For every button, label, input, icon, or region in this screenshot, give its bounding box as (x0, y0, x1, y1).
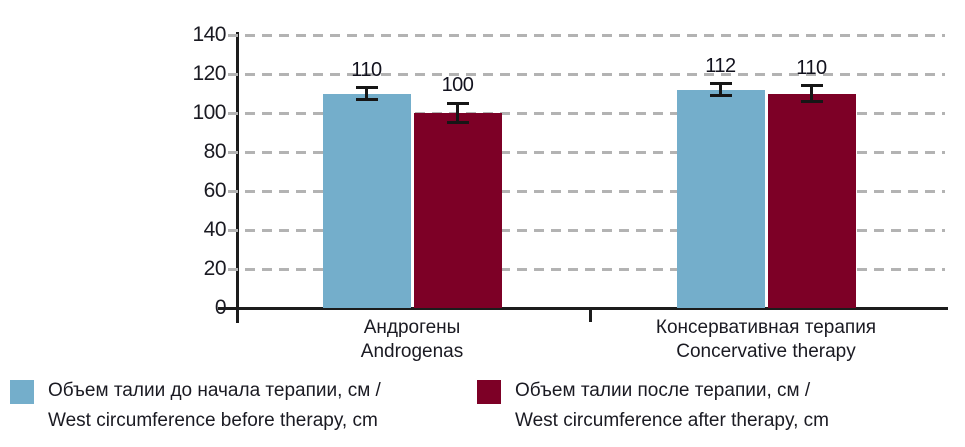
category-label: Андрогены Androgenas (252, 316, 572, 364)
category-label-line: Androgenas (360, 341, 464, 362)
legend-label-after-ru: Объем талии после терапии, см / (515, 380, 811, 401)
y-axis-tick-label: 20 (203, 257, 227, 280)
error-bar-cap-bottom (355, 97, 378, 101)
error-bar (365, 87, 368, 100)
bar (322, 93, 411, 308)
error-bar-cap-bottom (709, 93, 732, 97)
y-axis-tick-label: 100 (192, 101, 226, 124)
error-bar-cap-top (355, 86, 378, 90)
gridline (228, 189, 945, 193)
category-label: Консервативная терапия Concervative thera… (606, 316, 926, 364)
value-label: 112 (705, 54, 736, 77)
bar (413, 113, 502, 308)
value-label: 110 (351, 58, 382, 81)
legend-swatch-after (477, 380, 501, 404)
error-bar (810, 85, 813, 102)
y-axis-tick-label: 140 (192, 23, 226, 46)
gridline (228, 111, 945, 115)
gridline (228, 150, 945, 154)
error-bar-cap-top (709, 82, 732, 86)
value-label: 100 (441, 74, 474, 97)
legend-label-before-en: West circumference before therapy, cm (48, 410, 378, 431)
legend-label-before-ru: Объем талии до начала терапии, см / (48, 380, 381, 401)
error-bar-cap-bottom (800, 99, 823, 103)
y-axis-tick-label: 60 (203, 179, 227, 202)
category-divider-tick (588, 308, 592, 322)
bar (676, 89, 765, 308)
legend-item-before: Объем талии до начала терапии, см / West… (10, 376, 381, 436)
error-bar (719, 83, 722, 96)
error-bar-cap-top (446, 101, 469, 105)
legend-item-after: Объем талии после терапии, см / West cir… (477, 376, 829, 436)
error-bar (456, 103, 459, 123)
plot-area: 0 20 40 60 80 100 120 140 110 112 100 110 Андрогены A… (192, 23, 948, 364)
legend-swatch-before (10, 380, 34, 404)
y-axis-tick-label: 120 (192, 62, 226, 85)
category-label-line: Concervative therapy (676, 341, 856, 362)
x-axis-line (218, 306, 948, 310)
category-label-line: Андрогены (363, 317, 461, 338)
y-axis-tick-label: 40 (203, 218, 227, 241)
gridline (228, 33, 945, 37)
gridline (228, 228, 945, 232)
error-bar-cap-top (800, 84, 823, 88)
gridline (228, 72, 945, 76)
gridline (228, 267, 945, 271)
y-axis-tick-label: 0 (214, 296, 227, 319)
category-label-line: Консервативная терапия (655, 317, 877, 338)
y-axis-tick-label: 80 (203, 140, 227, 163)
bar (767, 93, 856, 308)
y-axis-line (235, 32, 239, 323)
error-bar-cap-bottom (446, 121, 469, 125)
value-label: 110 (796, 56, 827, 79)
legend-label-after-en: West circumference after therapy, cm (515, 410, 829, 431)
